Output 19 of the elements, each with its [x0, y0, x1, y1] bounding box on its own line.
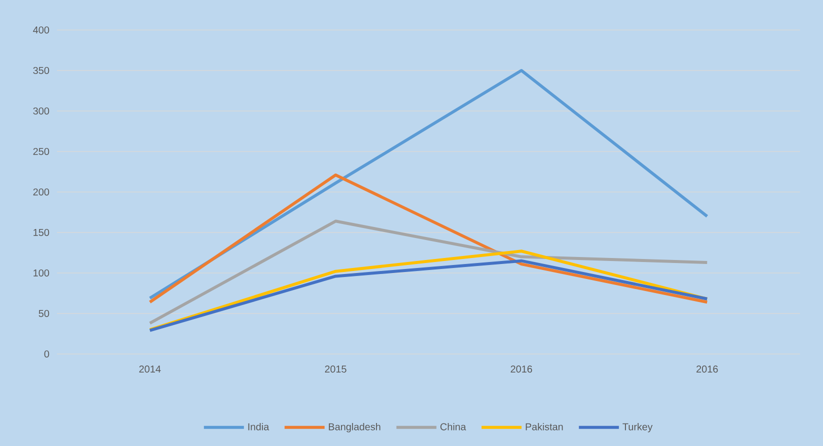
y-tick-label: 250 — [33, 148, 50, 156]
y-tick-label: 350 — [33, 66, 50, 74]
y-tick-label: 0 — [44, 350, 50, 358]
line-series — [148, 220, 709, 325]
y-tick-label: 100 — [34, 269, 50, 277]
legend-label: Turkey — [622, 422, 653, 432]
legend-label: Bangladesh — [328, 422, 380, 432]
x-tick-label: 2016 — [696, 366, 718, 373]
y-tick-label: 50 — [38, 310, 50, 318]
y-tick-label: 300 — [33, 107, 50, 115]
x-tick-label: 2016 — [510, 366, 532, 373]
y-tick-label: 400 — [33, 26, 50, 34]
y-tick-label: 150 — [34, 228, 50, 236]
y-tick-label: 200 — [33, 188, 50, 196]
legend-label: Pakistan — [526, 422, 563, 430]
x-tick-label: 2015 — [325, 366, 346, 373]
legend-label: China — [440, 422, 466, 430]
x-tick-label: 2014 — [139, 366, 161, 373]
legend-label: India — [248, 422, 270, 430]
